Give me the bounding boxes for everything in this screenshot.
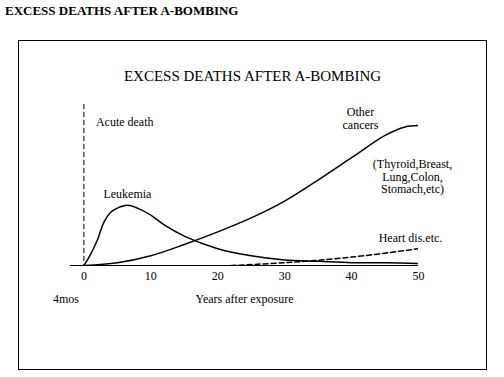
html-text:EXCESS DEATHS AFTER A-BOMBING: EXCESS DEATHS AFTER A-BOMBING — [5, 3, 239, 18]
svg-text:40: 40 — [346, 269, 358, 283]
svg-text:30: 30 — [279, 269, 291, 283]
svg-text:Acute death: Acute death — [96, 115, 154, 129]
svg-text:Heart dis.etc.: Heart dis.etc. — [379, 231, 443, 245]
svg-text:50: 50 — [413, 269, 425, 283]
svg-text:20: 20 — [212, 269, 224, 283]
html-text:EXCESS DEATHS AFTER A-BOMBING: EXCESS DEATHS AFTER A-BOMBING — [123, 68, 382, 84]
svg-text:Leukemia: Leukemia — [103, 187, 152, 201]
svg-text:Years after exposure: Years after exposure — [195, 292, 293, 306]
svg-text:10: 10 — [145, 269, 157, 283]
svg-text:(Thyroid,Breast,Lung,Colon,Sto: (Thyroid,Breast,Lung,Colon,Stomach,etc) — [373, 157, 452, 196]
svg-text:0: 0 — [81, 269, 87, 283]
svg-text:Othercancers: Othercancers — [343, 105, 379, 132]
svg-text:4mos: 4mos — [53, 292, 79, 306]
